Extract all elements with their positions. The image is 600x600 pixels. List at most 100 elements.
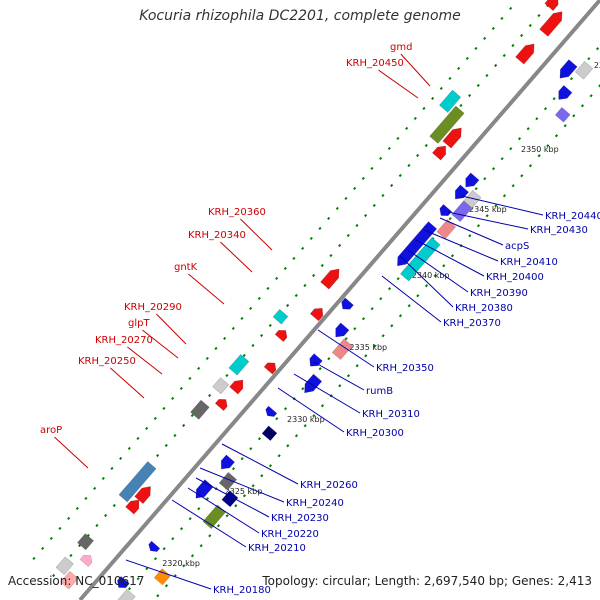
reverse-gene-label: acpS [505,241,529,252]
track-tick [156,453,160,458]
track-tick [309,236,313,241]
track-tick [162,547,166,551]
scale-mark-label: 2345 kbp [469,205,507,214]
reverse-gene-label: KRH_20430 [530,225,588,236]
gene-feature [442,127,462,149]
track-tick [338,243,342,248]
label-leaders [54,53,544,590]
label-leader-line [54,436,89,469]
forward-gene-label: KRH_20340 [188,230,246,241]
track-tick [303,283,307,288]
gene-feature [117,576,130,588]
scale-mark-label: 2350 kbp [521,145,559,154]
genome-backbone [78,0,600,600]
gene-feature [554,107,571,123]
gene-feature [429,105,465,144]
label-leader-line [415,239,485,277]
track-tick [214,346,218,351]
track-tick [225,514,229,518]
label-leader-line [439,217,504,246]
reverse-gene-label: KRH_20440 [545,211,600,222]
track-tick [251,484,255,488]
label-leader-line [220,241,253,273]
track-tick [301,387,305,391]
track-tick [491,167,496,171]
gene-feature [212,377,230,395]
track-tick [257,437,262,441]
track-tick [485,214,489,218]
track-tick [205,497,210,501]
track-tick [364,213,368,218]
track-tick [104,513,108,518]
gene-feature [439,89,462,113]
track-tick [546,144,550,148]
track-tick [292,256,296,261]
track-tick [361,317,366,321]
track-tick [171,537,175,541]
gene-feature [304,373,323,394]
track-tick [197,507,201,511]
forward-gene-label: KRH_20250 [78,356,136,367]
track-tick [251,343,255,348]
forward-gene-label: aroP [40,425,62,436]
gene-feature [272,308,289,325]
track-tick [136,436,140,441]
track-tick [396,136,400,141]
track-tick [197,366,201,371]
track-tick [153,557,158,561]
track-tick [370,307,374,311]
track-tick [318,367,322,371]
track-tick [338,384,342,388]
reverse-gene-label: KRH_20210 [248,543,306,554]
track-tick [303,424,307,428]
track-tick [75,506,79,511]
track-tick [361,176,365,181]
track-tick [509,6,513,11]
track-tick [320,404,325,408]
track-tick [242,353,246,358]
gene-feature [148,540,161,552]
gene-feature [118,461,157,503]
forward-gene-label: gntK [174,262,198,273]
scale-mark-label: 2335 kbp [349,343,387,352]
reverse-gene-label: KRH_20230 [271,513,329,524]
track-tick [398,314,403,318]
track-tick [442,264,446,268]
track-tick [164,443,168,448]
reverse-gene-label: rumB [366,386,393,397]
track-tick [266,286,270,291]
track-tick [145,567,149,571]
track-tick [407,163,411,168]
track-tick [249,306,253,311]
track-tick [283,407,288,411]
track-tick [249,447,253,451]
track-tick [390,183,394,188]
track-tick [190,413,194,418]
track-tick [431,96,435,101]
reverse-gene-label: KRH_20260 [300,480,358,491]
reverse-gene-label: KRH_20400 [486,272,544,283]
track-tick [448,217,452,221]
track-tick [396,277,400,281]
gene-feature [125,499,140,515]
track-tick [485,73,489,78]
gene-feature [432,145,446,161]
gene-feature [309,353,323,367]
track-tick [223,336,227,341]
track-tick [182,564,186,568]
track-tick [468,93,472,98]
track-tick [173,433,177,438]
gene-feature [539,11,563,37]
track-tick [171,396,175,401]
track-tick [329,253,333,258]
track-tick [520,174,524,178]
label-leader-line [381,275,442,323]
track-tick [543,107,548,111]
track-tick [41,546,45,551]
track-tick [398,173,402,178]
gene-feature [309,307,324,322]
label-leader-line [423,229,499,262]
track-tick [294,434,299,438]
scale-mark-label: 2340 kbp [412,271,450,280]
track-tick [190,554,195,558]
